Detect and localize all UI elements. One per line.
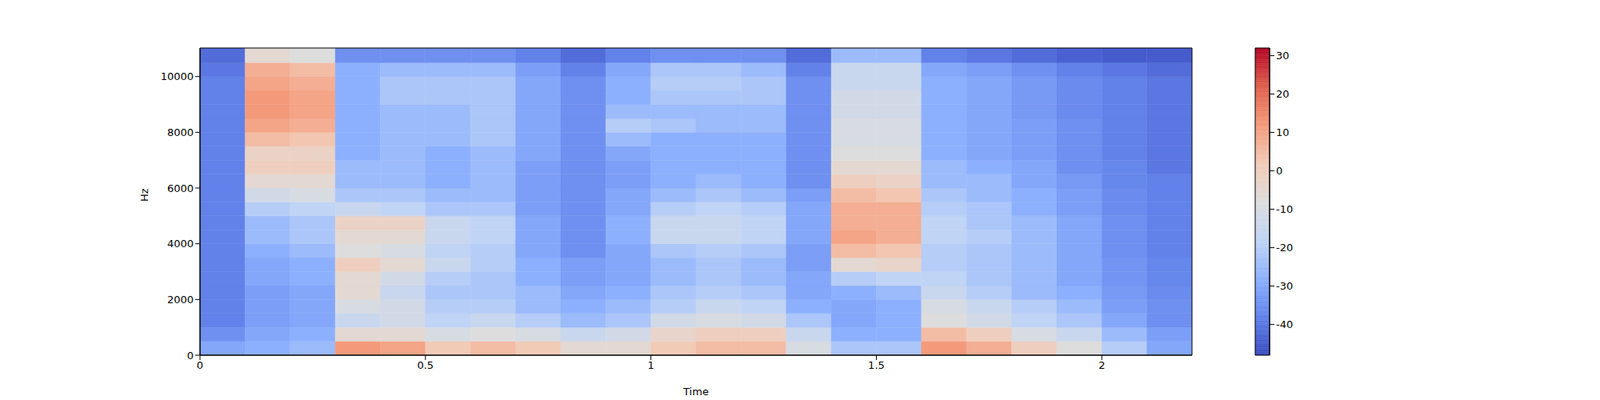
svg-text:1.5: 1.5: [868, 359, 885, 372]
svg-text:8000: 8000: [167, 126, 194, 139]
svg-text:6000: 6000: [167, 182, 194, 195]
svg-text:0: 0: [196, 359, 204, 372]
svg-text:2: 2: [1098, 359, 1105, 372]
svg-text:0.5: 0.5: [416, 359, 434, 372]
svg-text:-10: -10: [1276, 203, 1293, 216]
svg-text:0: 0: [187, 349, 194, 362]
svg-text:-30: -30: [1276, 280, 1293, 292]
svg-text:0: 0: [1276, 164, 1283, 177]
svg-text:-40: -40: [1276, 318, 1293, 331]
svg-text:30: 30: [1276, 49, 1290, 62]
svg-text:Time: Time: [682, 385, 709, 398]
svg-text:2000: 2000: [167, 293, 194, 306]
svg-text:-20: -20: [1276, 241, 1293, 254]
svg-text:20: 20: [1276, 88, 1290, 100]
svg-text:10: 10: [1276, 126, 1290, 139]
svg-text:4000: 4000: [167, 237, 194, 250]
svg-text:10000: 10000: [160, 70, 194, 83]
svg-text:1: 1: [647, 359, 654, 372]
svg-text:Hz: Hz: [138, 188, 151, 202]
